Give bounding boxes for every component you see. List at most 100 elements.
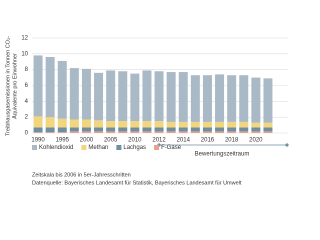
bar-segment <box>106 70 116 122</box>
legend-swatch <box>116 145 122 150</box>
y-tick-label: 12 <box>21 36 28 42</box>
bar-segment <box>69 131 79 133</box>
legend-label: Kohlendioxid <box>39 145 73 151</box>
bar-segment <box>215 74 225 122</box>
bar-segment <box>45 57 55 118</box>
y-label-group: Treibhausgasemissionen in Tonnen CO₂- Äq… <box>5 36 18 136</box>
y-tick-label: 2 <box>25 115 29 121</box>
bar-segment <box>178 127 188 132</box>
y-tick-label: 4 <box>25 99 29 105</box>
bar-segment <box>190 131 200 133</box>
bar-segment <box>94 127 104 132</box>
bar-segment <box>118 131 128 133</box>
bar-segment <box>154 71 164 122</box>
bar-segment <box>178 121 188 128</box>
bar-segment <box>130 131 140 133</box>
bar-segment <box>251 127 261 132</box>
bar-segment <box>69 119 79 128</box>
bar-segment <box>94 72 104 121</box>
bar-segment <box>263 122 273 128</box>
bar-segment <box>118 127 128 132</box>
bar-segment <box>166 127 176 132</box>
bar-segment <box>251 122 261 128</box>
bar-segment <box>263 78 273 123</box>
bar-segment <box>106 131 116 133</box>
x-tick-label: 2000 <box>80 138 94 144</box>
bar-segment <box>239 127 249 132</box>
bar-segment <box>57 118 67 128</box>
bar-segment <box>69 127 79 132</box>
x-tick-label: 2018 <box>225 138 239 144</box>
bar-segment <box>130 73 140 122</box>
bar-segment <box>142 131 152 133</box>
bar-segment <box>251 77 261 123</box>
x-tick-label: 2005 <box>104 138 118 144</box>
bar-segment <box>227 127 237 132</box>
bar-segment <box>190 121 200 128</box>
y-tick-label: 6 <box>25 83 29 89</box>
bar-segment <box>130 121 140 128</box>
legend-label: Lachgas <box>123 145 146 151</box>
y-tick-label: 8 <box>25 67 29 73</box>
bar-segment <box>239 131 249 133</box>
bar-segment <box>215 121 225 128</box>
y-tick-label: 0 <box>25 131 29 137</box>
bar-segment <box>81 131 91 133</box>
bar-segment <box>142 121 152 128</box>
bar-segment <box>81 68 91 120</box>
x-tick-label: 2014 <box>177 138 191 144</box>
bar-segment <box>130 127 140 132</box>
bar-segment <box>33 116 43 128</box>
bar-segment <box>202 121 212 128</box>
bar-segment <box>202 75 212 122</box>
bar-segment <box>215 131 225 133</box>
bar-segment <box>166 121 176 128</box>
bar-segment <box>154 131 164 133</box>
bar-segment <box>118 71 128 122</box>
bar-segment <box>227 131 237 133</box>
legend-swatch <box>81 145 87 150</box>
bar-segment <box>142 70 152 122</box>
bar-segment <box>227 75 237 122</box>
x-tick-label: 2016 <box>201 138 215 144</box>
x-tick-label: 2012 <box>152 138 166 144</box>
legend-label: F-Gase <box>161 145 182 151</box>
bar-segment <box>69 68 79 120</box>
bar-segment <box>45 132 55 133</box>
annotation: Bewertungszeitraum <box>195 152 250 158</box>
bar-segment <box>57 127 67 133</box>
note: Zeitskala bis 2006 in 5er-Jahresschritte… <box>32 172 131 178</box>
x-tick-label: 2010 <box>128 138 142 144</box>
chart: Treibhausgasemissionen in Tonnen CO₂- Äq… <box>5 36 289 186</box>
bar-segment <box>263 127 273 132</box>
legend-label: Methan <box>88 145 108 151</box>
bar-segment <box>106 127 116 132</box>
bar-segment <box>166 131 176 133</box>
bar-segment <box>215 127 225 132</box>
x-tick-label: 2020 <box>249 138 263 144</box>
y-tick-label: 10 <box>21 51 28 57</box>
bar-segment <box>190 75 200 122</box>
bar-segment <box>45 127 55 133</box>
note: Datenquelle: Bayerisches Landesamt für S… <box>32 180 242 186</box>
legend-swatch <box>154 145 160 150</box>
bar-segment <box>190 127 200 132</box>
legend-swatch <box>32 145 37 150</box>
bar-segment <box>45 117 55 128</box>
bar-segment <box>57 60 67 119</box>
bar-segment <box>33 127 43 133</box>
bar-segment <box>81 127 91 132</box>
y-label: Äquivalente pro Einwohner <box>11 53 18 119</box>
x-tick-label: 1995 <box>56 138 70 144</box>
bar-segment <box>154 127 164 132</box>
bar-segment <box>263 131 273 133</box>
bar-segment <box>81 119 91 128</box>
bar-segment <box>239 121 249 128</box>
bracket-dot <box>285 143 289 147</box>
bar-segment <box>57 132 67 133</box>
bar-segment <box>94 131 104 133</box>
x-tick-label: 1990 <box>31 138 45 144</box>
bar-segment <box>178 72 188 122</box>
bar-segment <box>251 131 261 133</box>
bar-segment <box>202 127 212 132</box>
